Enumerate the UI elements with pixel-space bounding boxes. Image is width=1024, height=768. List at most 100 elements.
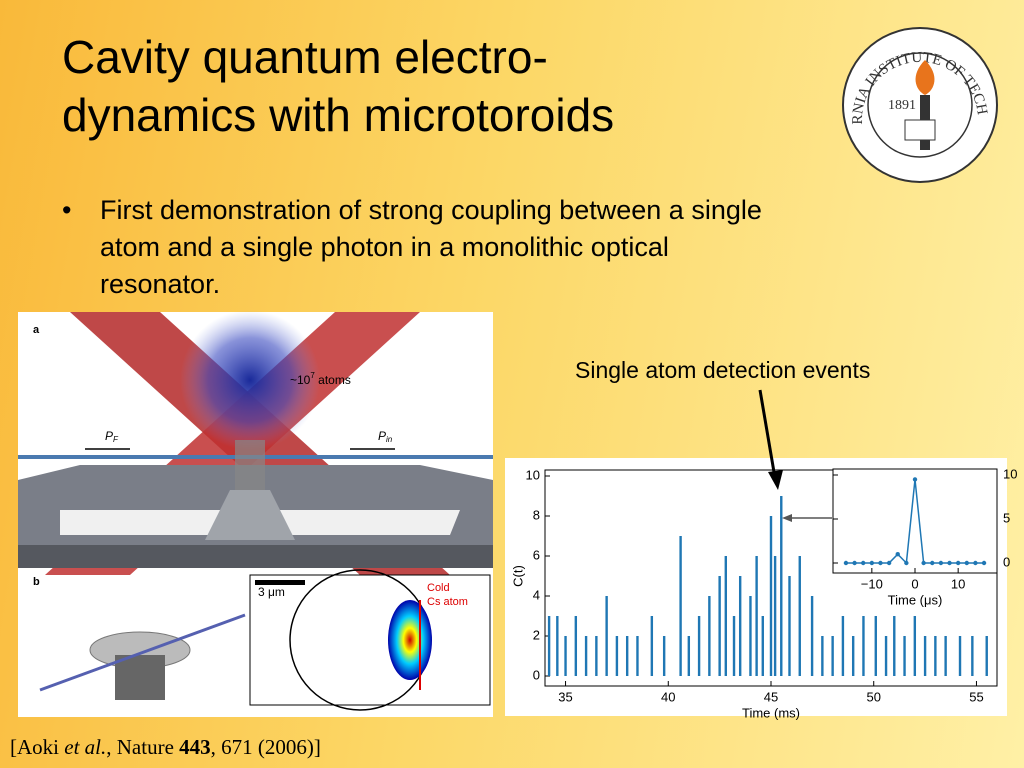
bar [934, 636, 937, 676]
panel-label: a [33, 324, 40, 336]
bullet: • First demonstration of strong coupling… [62, 192, 762, 303]
bar [625, 636, 629, 676]
bar [732, 616, 736, 676]
atom-label: Cold [427, 582, 450, 594]
bar [903, 636, 906, 676]
title-line: dynamics with microtoroids [62, 89, 615, 141]
y-tick-label: 2 [533, 627, 540, 642]
point [947, 560, 952, 566]
point [912, 477, 918, 482]
bar [662, 636, 666, 676]
point [981, 560, 987, 566]
bullet-line: atom and a single photon in a monolithic… [100, 232, 669, 262]
citation: [Aoki et al., Nature 443, 671 (2006)] [10, 735, 321, 760]
point [852, 560, 857, 566]
bullet-dot: • [62, 195, 72, 225]
title: Cavity quantum electro- dynamics with mi… [62, 28, 614, 144]
x-tick-label: 40 [661, 689, 675, 704]
cite-volume: 443 [179, 735, 211, 759]
bar [985, 636, 988, 676]
atoms-unit: atoms [315, 373, 351, 387]
inset-pointer-head [782, 514, 792, 522]
bar [738, 576, 742, 676]
bar [821, 636, 824, 676]
atoms-base: ~10 [290, 373, 311, 387]
bar [708, 596, 711, 676]
bar [798, 556, 801, 676]
p-left: PF [105, 429, 119, 444]
point [895, 552, 900, 557]
annotation: Single atom detection events [575, 357, 871, 383]
annotation-arrow [758, 389, 777, 479]
title-line: Cavity quantum electro- [62, 31, 548, 83]
point [904, 560, 909, 566]
bar [615, 636, 619, 676]
chart: 35 40 45 50 55 0 2 4 6 8 10 Time (ms) C(t) [510, 467, 998, 720]
y-tick-label: 6 [533, 547, 540, 562]
cite-text: , Nature [106, 735, 180, 759]
y-tick-label: 0 [533, 667, 540, 682]
bar [687, 636, 691, 676]
bar [958, 636, 962, 676]
p-right-main: P [378, 429, 386, 443]
bar [831, 636, 834, 676]
x-tick-label: 45 [764, 689, 778, 704]
bar [773, 556, 777, 676]
atoms-label: ~107 atoms [290, 371, 351, 387]
point [861, 560, 866, 566]
bar [874, 616, 877, 676]
bar [556, 616, 559, 676]
point [878, 560, 883, 566]
bar [755, 556, 758, 676]
bar [810, 596, 814, 676]
x-tick-label: 10 [951, 576, 965, 591]
p-right: Pin [378, 429, 393, 444]
bar [923, 636, 927, 676]
y-tick-label: 10 [526, 467, 540, 482]
logo: CALIFORNIA INSTITUTE OF TECHNOLOGY 1891 [0, 0, 998, 183]
point [938, 560, 944, 566]
inset-chart: −10 0 10 0 5 10 Time (μs) [832, 466, 1017, 607]
panel-label: b [33, 576, 40, 588]
atom-label: Cs atom [427, 596, 468, 608]
bar [884, 636, 888, 676]
annotation-arrowhead [768, 470, 783, 490]
bar [650, 616, 654, 676]
bar [679, 536, 682, 676]
scale-label: 3 μm [258, 585, 285, 599]
bar [769, 516, 773, 676]
bullet-line: First demonstration of strong coupling b… [100, 195, 762, 225]
x-tick-label: 55 [969, 689, 983, 704]
svg-text:CALIFORNIA INSTITUTE OF TECHNO: CALIFORNIA INSTITUTE OF TECHNOLOGY [0, 0, 990, 125]
p-left-sub: F [113, 435, 119, 444]
point [955, 560, 961, 566]
y-tick-label: 10 [1003, 466, 1017, 481]
y-tick-label: 4 [533, 587, 540, 602]
x-tick-label: −10 [861, 576, 883, 591]
cite-text: , 671 (2006)] [210, 735, 321, 759]
bar [913, 616, 917, 676]
point [886, 560, 892, 566]
bar [564, 636, 567, 676]
bar [971, 636, 974, 676]
bar [724, 556, 727, 676]
bar [893, 616, 896, 676]
figure-ab: a ~107 atoms PF Pin b 3 μm Cold Cs atom [18, 310, 493, 717]
x-axis-label: Time (ms) [742, 705, 800, 720]
bar [780, 496, 783, 676]
x-tick-label: 50 [866, 689, 880, 704]
p-left-main: P [105, 429, 113, 443]
point [930, 560, 935, 566]
point [964, 560, 969, 566]
y-tick-label: 8 [533, 507, 540, 522]
bar [841, 616, 845, 676]
cite-italic: et al. [64, 735, 107, 759]
bar [605, 596, 608, 676]
bar [718, 576, 721, 676]
cite-text: [Aoki [10, 735, 65, 759]
bar [761, 616, 764, 676]
atoms-exp: 7 [310, 371, 315, 380]
bar [944, 636, 947, 676]
